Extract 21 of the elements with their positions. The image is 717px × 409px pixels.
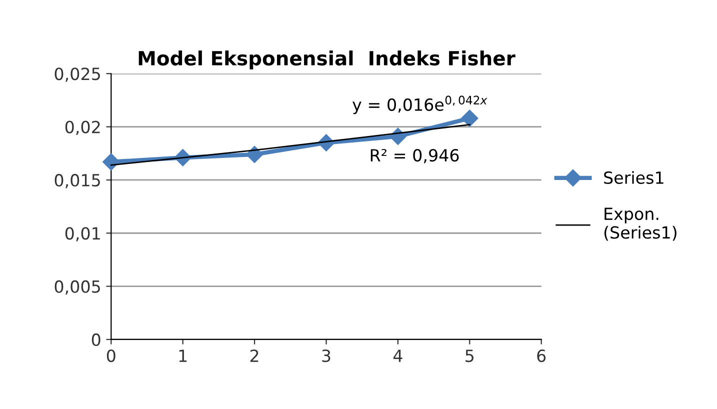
y-tick-label: 0,025 [54,68,100,82]
legend-label: Expon. (Series1) [604,208,676,241]
x-tick-label: 4 [393,350,402,362]
annotation: R² = 0,946 [370,148,459,164]
annotation: y = 0,016e$^{0,042x}$ [352,96,488,114]
chart-title: Model Eksponensial Indeks Fisher [138,50,516,70]
y-tick-label: 0,02 [65,120,100,136]
x-tick-label: 6 [537,349,546,362]
x-tick-label: 1 [179,350,187,362]
point [102,153,120,170]
legend-label: Series1 [604,171,664,184]
y-tick-label: 0,005 [54,280,100,295]
y-tick-label: 0,01 [65,227,100,242]
x-tick-label: 5 [466,350,474,362]
point [461,110,478,127]
x-tick-label: 2 [250,349,258,362]
point [246,146,264,163]
x-tick-label: 3 [322,349,330,362]
x-tick-label: 0 [106,349,116,362]
y-tick-label: 0 [92,333,100,346]
y-tick-label: 0,015 [54,174,100,188]
